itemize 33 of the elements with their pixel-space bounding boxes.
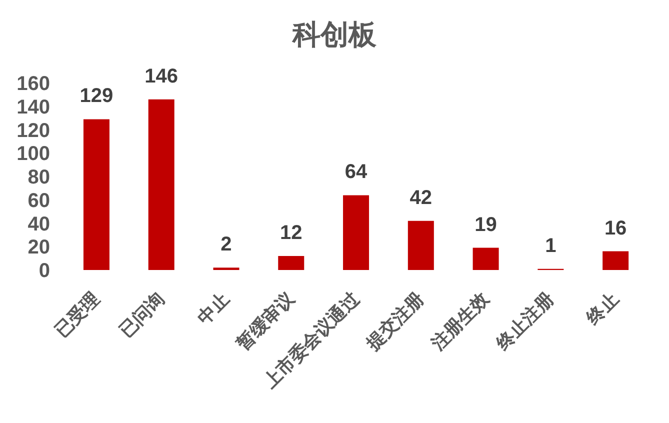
data-label: 64 (344, 161, 368, 184)
data-label: 129 (80, 85, 114, 108)
chart-title: 科创板 (291, 20, 378, 52)
data-label: 16 (604, 217, 627, 240)
bar (602, 251, 629, 270)
x-tick-label: 已受理 (50, 288, 104, 342)
bar (148, 99, 174, 270)
data-label: 2 (220, 234, 232, 256)
bar (278, 256, 304, 270)
y-tick-label: 0 (38, 260, 50, 282)
y-tick-label: 20 (28, 236, 50, 259)
x-tick-label: 中止 (193, 288, 234, 328)
y-tick-label: 120 (16, 120, 50, 142)
bar (408, 220, 434, 270)
x-tick-label: 提交注册 (362, 288, 428, 354)
data-label: 146 (144, 65, 178, 88)
x-tick-label: 终止注册 (492, 288, 558, 354)
x-tick-label: 已问询 (116, 288, 168, 342)
bar (472, 248, 499, 270)
data-label: 1 (545, 234, 556, 257)
data-label: 42 (410, 186, 432, 209)
y-tick-label: 100 (16, 143, 50, 166)
y-tick-label: 160 (16, 73, 50, 96)
bar (343, 195, 370, 270)
x-tick-label: 终止 (582, 288, 622, 329)
x-tick-label: 注册生效 (426, 288, 494, 354)
data-label: 19 (474, 214, 497, 236)
y-tick-label: 140 (16, 96, 50, 118)
bar (83, 119, 110, 270)
y-tick-label: 80 (28, 166, 50, 189)
y-tick-label: 60 (28, 190, 50, 212)
data-label: 12 (280, 222, 302, 244)
y-tick-label: 40 (28, 213, 50, 236)
